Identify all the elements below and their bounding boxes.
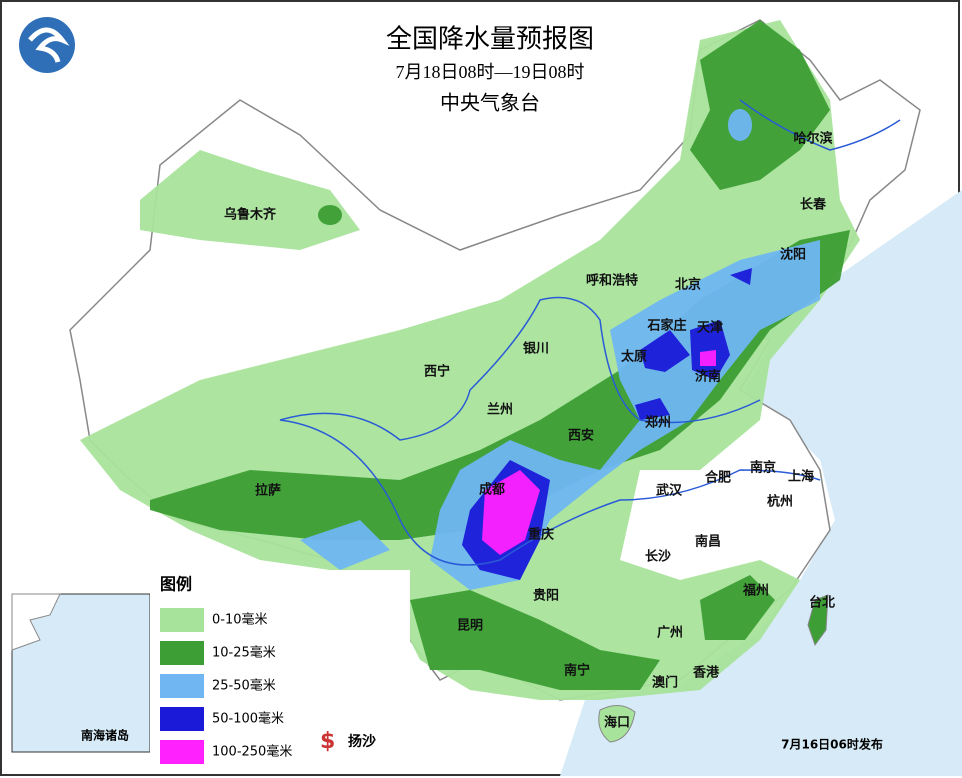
sea (560, 190, 962, 776)
legend-swatch (160, 641, 204, 665)
city-label: 拉萨 (255, 483, 281, 499)
legend-label: 0-10毫米 (212, 612, 268, 628)
inset: 南海诸岛 (11, 593, 151, 753)
city-label: 乌鲁木齐 (224, 207, 277, 223)
city-label: 杭州 (767, 494, 793, 510)
city-label: 昆明 (457, 618, 483, 634)
city-label: 哈尔滨 (793, 131, 832, 147)
inset-land (11, 593, 61, 651)
legend-swatch (160, 707, 204, 731)
city-label: 呼和浩特 (586, 273, 638, 289)
rain-zone (300, 520, 390, 570)
rain-zone (635, 398, 670, 420)
city-label: 长春 (800, 197, 827, 213)
inset-label: 南海诸岛 (81, 728, 129, 743)
city-label: 石家庄 (646, 318, 686, 334)
rain-zone (640, 330, 690, 372)
rain-zone (482, 470, 540, 555)
hainan (598, 705, 636, 743)
city-label: 福州 (742, 583, 769, 599)
yellow-river (279, 296, 761, 441)
rain-zone (410, 590, 660, 690)
legend-swatch (160, 608, 204, 632)
legend-label: 25-50毫米 (212, 678, 276, 694)
agency: 中央气象台 (440, 91, 540, 115)
rain-zone (318, 205, 342, 225)
city-label: 南京 (750, 460, 776, 476)
legend-swatch (160, 740, 204, 764)
rain-zone (690, 20, 830, 190)
city-label: 香港 (692, 665, 720, 681)
songhua-river (739, 99, 901, 151)
rain-zone (140, 150, 360, 250)
rain-zones (80, 20, 860, 700)
yangtze-river (279, 419, 821, 566)
emblem (19, 17, 75, 73)
city-label: 重庆 (528, 527, 554, 543)
city-label: 沈阳 (780, 247, 806, 263)
city-label: 上海 (788, 469, 814, 485)
city-label: 天津 (697, 320, 723, 336)
legend: 图例 $ 扬沙 0-10毫米 10-25毫米 25-50毫米 50-100毫米 100-… (160, 575, 376, 764)
city-label: 兰州 (487, 402, 513, 418)
city-label: 广州 (657, 625, 683, 641)
legend-label: 100-250毫米 (212, 744, 292, 760)
city-label: 银川 (523, 341, 549, 357)
city-label: 海口 (604, 715, 630, 731)
inset-frame (11, 593, 151, 753)
city-label: 西安 (568, 428, 594, 444)
city-label: 台北 (809, 595, 835, 611)
legend-title: 图例 (160, 575, 192, 594)
sand-label: 扬沙 (348, 733, 376, 750)
rivers (279, 99, 901, 566)
rain-zone (730, 268, 752, 285)
city-label: 北京 (675, 277, 701, 293)
rain-zone (728, 109, 752, 141)
rain-zone (700, 575, 775, 640)
legend-label: 10-25毫米 (212, 645, 276, 661)
city-label: 贵阳 (533, 588, 559, 604)
city-label: 成都 (479, 482, 505, 498)
city-label: 西宁 (424, 364, 450, 380)
legend-swatch (160, 674, 204, 698)
taiwan (807, 594, 829, 647)
city-label: 济南 (695, 369, 721, 385)
city-label: 南昌 (695, 534, 721, 550)
legend-label: 50-100毫米 (212, 711, 284, 727)
city-label: 长沙 (645, 549, 671, 565)
emblem-swirl (28, 27, 70, 63)
title: 全国降水量预报图 (386, 25, 594, 55)
emblem-circle (19, 17, 75, 73)
issue-time: 7月16日06时发布 (781, 737, 883, 752)
city-label: 太原 (620, 349, 647, 365)
sand-symbol: $ (320, 729, 335, 754)
city-label: 南宁 (564, 663, 590, 679)
city-label: 郑州 (645, 415, 671, 431)
city-label: 澳门 (652, 675, 678, 691)
rain-zone (700, 350, 716, 366)
city-label: 合肥 (705, 470, 731, 486)
subtitle: 7月18日08时—19日08时 (396, 62, 585, 82)
city-label: 武汉 (656, 483, 683, 499)
